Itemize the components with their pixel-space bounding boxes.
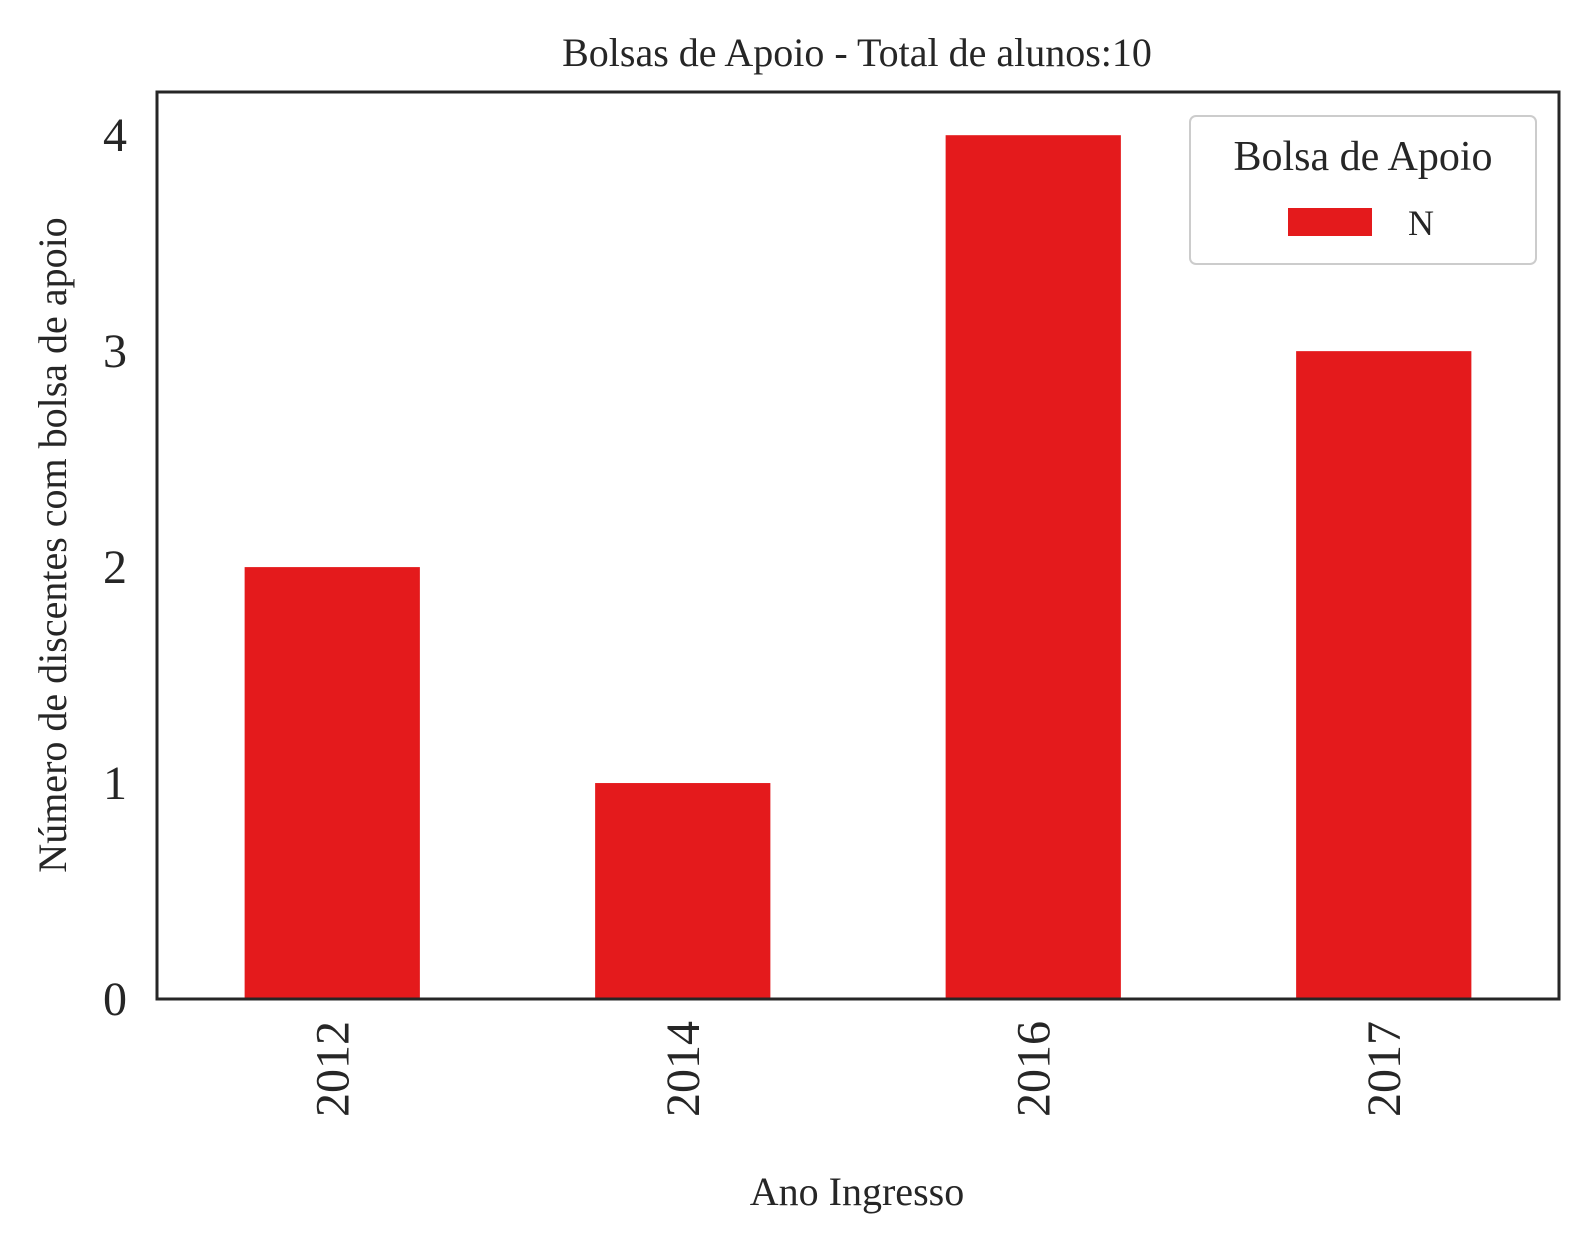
- chart-title: Bolsas de Apoio - Total de alunos:10: [562, 30, 1152, 75]
- y-tick-label: 3: [103, 325, 127, 378]
- bars-group: [244, 135, 1472, 1000]
- bar-2017: [1296, 351, 1472, 1000]
- y-axis-label: Número de discentes com bolsa de apoio: [30, 217, 75, 872]
- x-tick-label: 2012: [306, 1021, 359, 1117]
- x-tick-label: 2017: [1358, 1021, 1411, 1117]
- legend: Bolsa de Apoio N: [1189, 115, 1537, 265]
- bar-2012: [244, 567, 420, 999]
- legend-title: Bolsa de Apoio: [1234, 134, 1493, 180]
- x-axis-label: Ano Ingresso: [750, 1169, 964, 1214]
- x-tick-label: 2014: [657, 1021, 710, 1117]
- y-tick-label: 0: [103, 973, 127, 1026]
- y-tick-label: 4: [103, 109, 127, 162]
- y-axis-ticks: 0 1 2 3 4: [103, 109, 127, 1026]
- x-tick-label: 2016: [1007, 1021, 1060, 1117]
- x-axis-ticks: 2012 2014 2016 2017: [306, 1021, 1411, 1117]
- y-tick-label: 2: [103, 541, 127, 594]
- legend-swatch: [1288, 208, 1372, 236]
- bar-2016: [945, 135, 1121, 999]
- legend-entry-label: N: [1408, 203, 1434, 243]
- y-tick-label: 1: [103, 757, 127, 810]
- legend-frame: [1189, 115, 1537, 265]
- bar-2014: [595, 783, 771, 999]
- plot-area-frame: [155, 90, 1561, 1001]
